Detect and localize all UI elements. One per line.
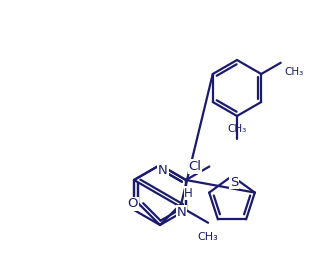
- Text: CH₃: CH₃: [198, 232, 218, 242]
- Text: CH₃: CH₃: [227, 125, 247, 134]
- Text: CH₃: CH₃: [285, 67, 304, 77]
- Text: S: S: [230, 176, 238, 188]
- Text: H: H: [184, 187, 193, 200]
- Text: Cl: Cl: [188, 160, 201, 173]
- Text: N: N: [158, 164, 168, 177]
- Text: N: N: [176, 206, 186, 219]
- Text: O: O: [128, 197, 138, 210]
